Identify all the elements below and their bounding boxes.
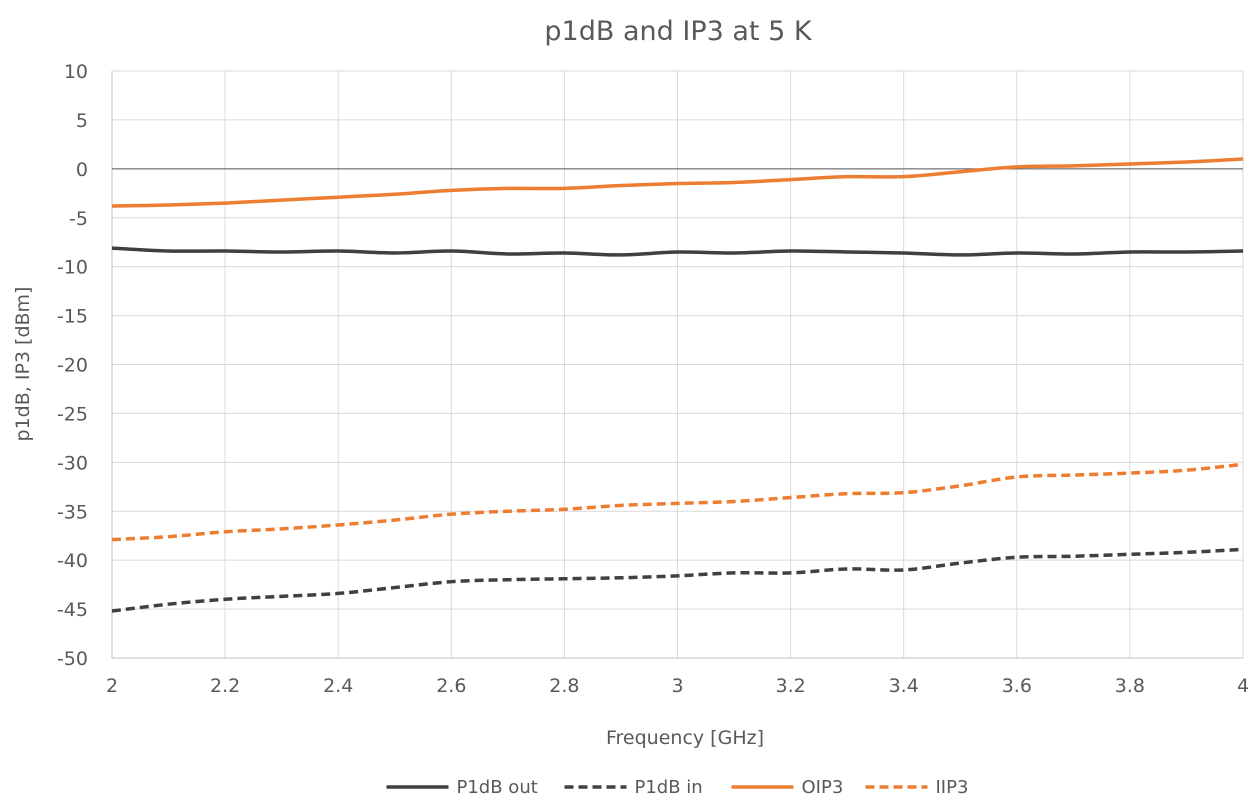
series-line-p1db-in (111, 547, 1244, 613)
x-tick-label: 2.8 (549, 675, 579, 697)
legend-label: OIP3 (802, 777, 844, 798)
tick-labels: 10 5 0 -5 -10 -15 -20 -25 -30 -35 -40 -45 -50 2 2.2 2.4… (57, 61, 1249, 697)
x-tick-label: 3.6 (1002, 675, 1032, 697)
x-tick-label: 3.2 (775, 675, 805, 697)
legend-item: P1dB in (564, 777, 703, 798)
chart-title: p1dB and IP3 at 5 K (544, 16, 812, 47)
x-tick-label: 2.6 (436, 675, 466, 697)
legend-label: P1dB out (457, 777, 538, 798)
y-tick-label: -5 (69, 208, 88, 230)
x-tick-label: 3.4 (889, 675, 919, 697)
y-tick-label: 0 (76, 159, 88, 181)
series-line-oip3 (111, 157, 1244, 208)
y-tick-label: -35 (57, 501, 88, 523)
x-tick-label: 3.8 (1115, 675, 1145, 697)
y-tick-label: -45 (57, 599, 88, 621)
series-layer (111, 157, 1244, 613)
y-tick-label: -10 (57, 257, 88, 279)
y-tick-label: 5 (76, 110, 88, 132)
legend-item: OIP3 (731, 777, 844, 798)
y-tick-label: 10 (64, 61, 88, 83)
x-tick-label: 2 (106, 675, 118, 697)
legend-item: IIP3 (865, 777, 969, 798)
y-axis-label: p1dB, IP3 [dBm] (12, 287, 34, 442)
x-axis-label: Frequency [GHz] (606, 727, 764, 749)
legend-label: P1dB in (635, 777, 703, 798)
y-tick-label: -30 (57, 452, 88, 474)
x-tick-label: 2.4 (323, 675, 353, 697)
x-tick-label: 3 (671, 675, 683, 697)
y-tick-label: -50 (57, 648, 88, 670)
legend-item: P1dB out (386, 777, 538, 798)
x-tick-label: 2.2 (210, 675, 240, 697)
legend-label: IIP3 (936, 777, 969, 798)
legend: P1dB out P1dB in OIP3 IIP3 (386, 777, 969, 798)
y-tick-label: -40 (57, 550, 88, 572)
y-tick-label: -25 (57, 403, 88, 425)
x-tick-label: 4 (1237, 675, 1249, 697)
series-line-p1db-out (111, 246, 1244, 257)
y-tick-label: -15 (57, 306, 88, 328)
zero-line-layer (111, 71, 1243, 659)
series-line-iip3 (111, 462, 1244, 542)
gridlines (111, 70, 1244, 659)
y-tick-label: -20 (57, 355, 88, 377)
